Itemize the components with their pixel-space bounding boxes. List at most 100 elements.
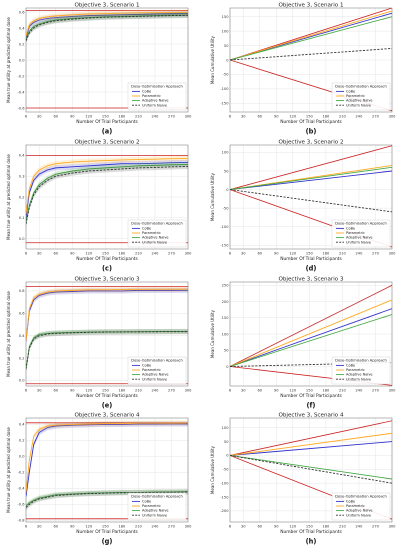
y-tick-label: 100 (222, 426, 230, 430)
y-axis-label: Mean Cumulative Utility (210, 309, 215, 358)
legend: Dose-Optimisation ApproachCoBeParametric… (331, 492, 391, 521)
x-tick-label: 150 (306, 252, 314, 256)
y-tick-label: 100 (222, 151, 230, 155)
series-line-cobe (230, 170, 392, 191)
x-tick-label: 6 (229, 389, 232, 393)
y-axis-label: Mean Cumulative Utility (210, 445, 215, 494)
reference-line (230, 420, 392, 456)
series-line-parametric (26, 158, 188, 214)
panel-label: (e) (102, 402, 113, 410)
x-tick-label: 180 (118, 115, 126, 119)
y-tick-label: 0.4 (19, 334, 25, 338)
y-axis-label: Mean true utility at predicted optimal d… (6, 427, 11, 513)
x-tick-label: 180 (118, 525, 126, 529)
x-tick-label: 240 (356, 389, 364, 393)
legend: Dose-Optimisation ApproachCoBeParametric… (331, 219, 391, 248)
legend: Dose-Optimisation ApproachCoBeParametric… (127, 356, 187, 385)
y-tick-label: -100 (220, 481, 229, 485)
x-axis-label: Number Of Trial Participants (76, 393, 138, 399)
x-tick-label: 180 (118, 252, 126, 256)
x-axis-label: Number Of Trial Participants (280, 256, 342, 262)
series-line-parametric (26, 288, 188, 341)
y-tick-label: 0.6 (19, 312, 25, 316)
x-tick-label: 120 (85, 115, 93, 119)
legend: Dose-Optimisation ApproachCoBeParametric… (331, 82, 391, 111)
y-tick-label: -100 (220, 87, 229, 91)
y-axis-label: Mean Cumulative Utility (210, 35, 215, 84)
legend-label-uniform-naive: Uniform Naive (142, 377, 167, 381)
x-tick-label: 210 (135, 115, 143, 119)
x-tick-label: 30 (37, 389, 42, 393)
x-tick-label: 210 (339, 252, 347, 256)
legend-title: Dose-Optimisation Approach (335, 359, 387, 363)
chart-panel-g: Objective 3, Scenario 4 6 30 60 90 120 150 180 2… (6, 413, 192, 546)
x-tick-label: 30 (241, 389, 246, 393)
y-tick-label: -0.4 (17, 90, 25, 94)
y-tick-label: -0.6 (17, 106, 25, 110)
y-axis-label: Mean true utility at predicted optimal d… (6, 291, 11, 377)
x-axis-label: Number Of Trial Participants (280, 529, 342, 535)
y-tick-label: 0.0 (19, 237, 25, 241)
y-tick-label: 0.8 (19, 289, 25, 293)
x-tick-label: 180 (118, 389, 126, 393)
legend-box (331, 492, 391, 521)
y-tick-label: 50 (224, 44, 229, 48)
y-tick-label: 0.4 (19, 26, 25, 30)
series-line-parametric (26, 11, 188, 37)
chart-title: Objective 3, Scenario 3 (74, 277, 140, 283)
x-tick-label: 60 (257, 525, 262, 529)
chart-panel-c: Objective 3, Scenario 2 6 30 60 90 120 150 180 2… (6, 140, 192, 273)
series-line-cobe (26, 13, 188, 38)
legend-title: Dose-Optimisation Approach (335, 495, 387, 499)
panel-label: (a) (102, 128, 112, 136)
x-tick-label: 30 (241, 525, 246, 529)
x-tick-label: 30 (37, 525, 42, 529)
x-tick-label: 180 (322, 525, 330, 529)
x-tick-label: 150 (102, 115, 110, 119)
chart-panel-d: Objective 3, Scenario 2 6 30 60 90 120 150 180 2… (210, 140, 396, 273)
y-tick-label: 0.2 (19, 356, 25, 360)
x-tick-label: 240 (356, 525, 364, 529)
panel-label: (d) (306, 265, 317, 273)
x-tick-label: 60 (53, 525, 58, 529)
panel-label: (c) (102, 265, 112, 273)
x-tick-label: 270 (168, 115, 176, 119)
legend-label-adaptive-naive: Adaptive Naive (346, 509, 373, 513)
x-tick-label: 210 (135, 525, 143, 529)
y-tick-label: 0 (226, 454, 229, 458)
legend-label-cobe: CoBe (346, 227, 355, 231)
series-band-cobe (26, 421, 188, 499)
legend-label-parametric: Parametric (346, 94, 365, 98)
x-tick-label: 120 (85, 389, 93, 393)
series-band-adaptive-naive (26, 328, 188, 372)
y-tick-label: 0 (226, 188, 229, 192)
chart-title: Objective 3, Scenario 2 (278, 140, 343, 146)
x-tick-label: 150 (102, 389, 110, 393)
x-tick-label: 60 (53, 389, 58, 393)
x-tick-label: 120 (289, 525, 297, 529)
y-tick-label: 0.0 (19, 58, 25, 62)
legend-label-uniform-naive: Uniform Naive (346, 103, 371, 107)
series-line-cobe (230, 308, 392, 367)
x-tick-label: 60 (257, 389, 262, 393)
legend-label-adaptive-naive: Adaptive Naive (142, 373, 169, 377)
legend-label-adaptive-naive: Adaptive Naive (142, 99, 169, 103)
legend-label-parametric: Parametric (142, 368, 161, 372)
chart-panel-f: Objective 3, Scenario 3 6 30 60 90 120 150 180 2… (210, 277, 396, 410)
series-line-uniform-naive (26, 14, 188, 41)
x-tick-label: 270 (168, 252, 176, 256)
series-line-adaptive-naive (230, 16, 392, 61)
series-band-adaptive-naive (26, 12, 188, 43)
y-tick-label: 0.2 (19, 439, 25, 443)
legend-box (127, 219, 187, 248)
plot-frame (25, 144, 189, 250)
legend-label-adaptive-naive: Adaptive Naive (142, 509, 169, 513)
x-tick-label: 300 (389, 525, 397, 529)
y-axis-label: Mean true utility at predicted optimal d… (6, 154, 11, 240)
x-axis-label: Number Of Trial Participants (76, 256, 138, 262)
plot-frame (229, 417, 393, 523)
x-axis-label: Number Of Trial Participants (280, 393, 342, 399)
x-tick-label: 270 (372, 525, 380, 529)
